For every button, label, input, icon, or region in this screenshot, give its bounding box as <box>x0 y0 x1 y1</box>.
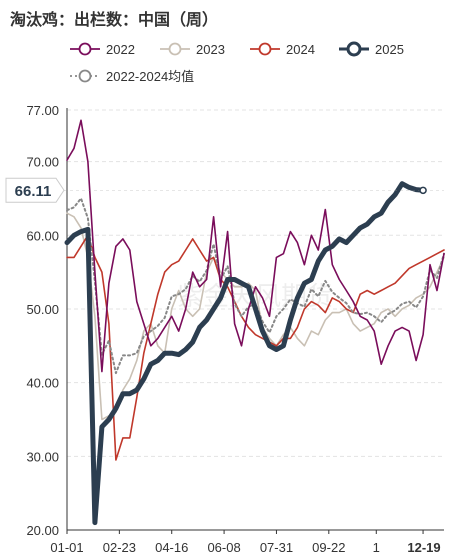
x-tick-label: 02-23 <box>103 540 136 555</box>
legend-label: 2022 <box>106 42 135 57</box>
x-tick-label: 12-19 <box>407 540 440 555</box>
y-tick-label: 70.00 <box>26 155 59 170</box>
y-tick-label: 77.00 <box>26 103 59 118</box>
y-tick-label: 40.00 <box>26 376 59 391</box>
series-line-2023 <box>66 212 445 421</box>
legend-item-2022[interactable]: 2022 <box>70 42 135 57</box>
x-tick-label: 07-31 <box>260 540 293 555</box>
series-lines <box>64 119 445 526</box>
legend-swatch-marker <box>168 42 182 56</box>
series-line-2022 <box>66 119 445 373</box>
legend-swatch-marker <box>346 41 362 57</box>
y-tick-label: 30.00 <box>26 449 59 464</box>
series-end-marker-2025 <box>419 186 427 195</box>
y-tick-label: 60.00 <box>26 228 59 243</box>
legend-item-2023[interactable]: 2023 <box>160 42 225 57</box>
legend-swatch-marker <box>78 69 92 83</box>
legend-item-2024[interactable]: 2024 <box>250 42 315 57</box>
legend-label: 2025 <box>375 42 404 57</box>
legend-swatch-marker <box>258 42 272 56</box>
legend-swatch-marker <box>78 42 92 56</box>
legend[interactable]: 2022 2023 2024 2025 2022-2024均值 <box>70 41 404 84</box>
x-tick-label: 01-01 <box>50 540 83 555</box>
last-value-label: 66.11 <box>15 183 52 200</box>
x-tick-label: 1 <box>373 540 380 555</box>
x-tick-label: 06-08 <box>207 540 240 555</box>
x-tick-label: 09-22 <box>312 540 345 555</box>
y-tick-label: 20.00 <box>26 523 59 538</box>
series-line-2024 <box>66 234 445 461</box>
axes: 20.00 30.00 40.00 50.00 60.00 70.00 77.00 01-01… <box>26 103 444 555</box>
x-tick-label: 04-16 <box>155 540 188 555</box>
legend-item-2022-2024均值[interactable]: 2022-2024均值 <box>70 69 194 84</box>
legend-label: 2024 <box>286 42 315 57</box>
y-tick-label: 50.00 <box>26 302 59 317</box>
chart-title: 淘汰鸡：出栏数：中国（周） <box>10 10 219 29</box>
grid <box>67 109 444 531</box>
annotations: 66.11 <box>5 177 444 203</box>
last-value-box <box>5 177 65 203</box>
legend-item-2025[interactable]: 2025 <box>339 41 404 57</box>
series-line-2025 <box>64 181 426 526</box>
legend-label: 2023 <box>196 42 225 57</box>
legend-label: 2022-2024均值 <box>106 69 194 84</box>
